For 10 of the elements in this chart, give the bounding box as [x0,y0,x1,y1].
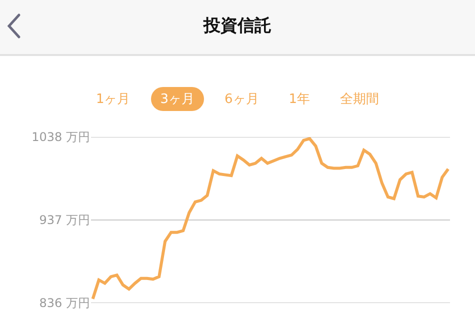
y-tick-label: 937 万円 [39,213,90,228]
chart-title: 投資信託 [202,15,272,37]
line-series [91,137,450,300]
text: 1ヶ月 [94,91,132,109]
text: 3ヶ月 [151,87,204,111]
y-tick-label: 836 万円 [39,296,90,310]
text: 1年 [288,91,312,109]
text: 6ヶ月 [224,91,260,109]
text: 全期間 [339,91,380,109]
y-tick-label: 1038 万円 [32,130,90,144]
